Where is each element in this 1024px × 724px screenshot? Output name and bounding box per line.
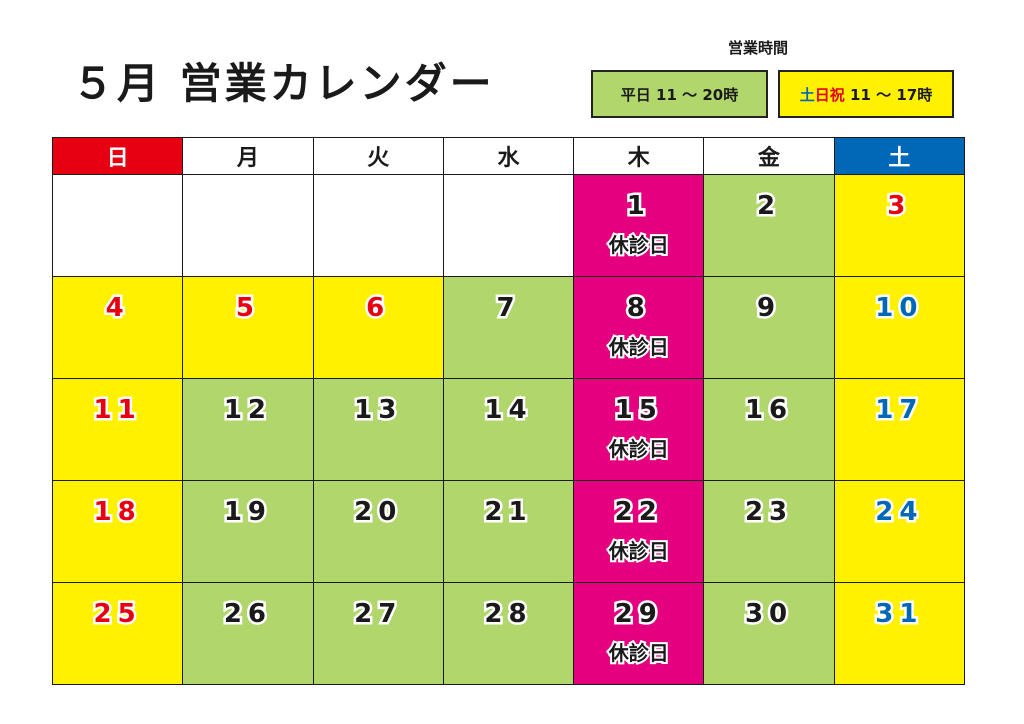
day-number: 29 [612,597,663,632]
header-saturday: 土 [833,137,966,175]
day-number: 2 [754,189,782,224]
day-number: 8 [624,291,651,326]
day-cell-21: 21 [442,480,575,583]
day-number: 17 [873,393,924,428]
header-thursday: 木 [573,137,705,175]
calendar-week-row: 1 休診日 2 3 [51,174,966,277]
day-number: 11 [91,393,142,428]
day-cell-29: 29 休診日 [573,582,705,685]
day-number: 15 [612,393,663,428]
day-number: 4 [103,291,130,326]
day-number: 23 [742,495,794,530]
day-cell-27: 27 [312,582,444,685]
calendar-table: 日 月 火 水 木 金 土 1 休診日 2 3 4 5 6 7 8 休診日 9 10 11 12 13 14 1… [51,137,966,685]
empty-day-cell [442,174,575,277]
day-cell-11: 11 [51,378,184,481]
empty-day-cell [51,174,184,277]
day-cell-6: 6 [312,276,444,379]
calendar-week-row: 18 19 20 21 22 休診日 23 24 [51,480,966,583]
closed-day-label: 休診日 [607,231,671,259]
header-monday: 月 [182,137,314,175]
day-number: 10 [873,291,924,326]
day-number: 6 [364,291,391,326]
weekday-hours-label: 平日 [620,85,651,104]
day-cell-10: 10 [833,276,966,379]
day-cell-15: 15 休診日 [573,378,705,481]
day-cell-14: 14 [442,378,575,481]
header-tuesday: 火 [312,137,444,175]
calendar-body: 1 休診日 2 3 4 5 6 7 8 休診日 9 10 11 12 13 14 15 休診日 16 17 18 19 20… [51,174,966,685]
day-number: 14 [482,393,533,428]
header-sunday: 日 [51,137,184,175]
day-cell-1: 1 休診日 [573,174,705,277]
day-number: 22 [612,495,663,530]
day-cell-24: 24 [833,480,966,583]
calendar-week-row: 25 26 27 28 29 休診日 30 31 [51,582,966,685]
day-cell-25: 25 [51,582,184,685]
closed-day-label: 休診日 [607,639,671,667]
day-number: 31 [873,597,924,632]
business-hours-heading: 営業時間 [728,39,789,57]
day-cell-2: 2 [703,174,835,277]
day-number: 30 [742,597,794,632]
day-cell-19: 19 [182,480,314,583]
day-cell-26: 26 [182,582,314,685]
day-number: 16 [742,393,794,428]
weekend-hours-time: 11 ～ 17時 [850,85,933,104]
day-cell-30: 30 [703,582,835,685]
day-cell-5: 5 [182,276,314,379]
header-friday: 金 [703,137,835,175]
day-number: 28 [482,597,533,632]
day-cell-3: 3 [833,174,966,277]
calendar-week-row: 4 5 6 7 8 休診日 9 10 [51,276,966,379]
closed-day-label: 休診日 [607,333,671,361]
day-cell-22: 22 休診日 [573,480,705,583]
day-number: 12 [221,393,273,428]
day-number: 5 [233,291,260,326]
day-cell-17: 17 [833,378,966,481]
header-wednesday: 水 [442,137,575,175]
day-number: 24 [873,495,924,530]
day-cell-13: 13 [312,378,444,481]
day-cell-7: 7 [442,276,575,379]
day-cell-20: 20 [312,480,444,583]
day-number: 20 [352,495,403,530]
day-number: 3 [885,189,912,224]
weekday-hours-box: 平日 11 ～ 20時 [591,70,768,118]
day-number: 1 [624,189,651,224]
page-title: ５月 営業カレンダー [72,59,495,108]
day-cell-28: 28 [442,582,575,685]
day-number: 9 [754,291,782,326]
day-cell-12: 12 [182,378,314,481]
closed-day-label: 休診日 [607,537,671,565]
saturday-hours-label: 土 [799,85,815,104]
empty-day-cell [182,174,314,277]
day-number: 19 [221,495,273,530]
weekday-hours-time: 11 ～ 20時 [656,85,739,104]
day-number: 26 [221,597,273,632]
day-cell-18: 18 [51,480,184,583]
calendar-header-row: 日 月 火 水 木 金 土 [51,137,966,175]
weekend-hours-box: 土日祝 11 ～ 17時 [778,70,954,118]
day-cell-16: 16 [703,378,835,481]
day-number: 18 [91,495,142,530]
day-number: 21 [482,495,533,530]
day-cell-9: 9 [703,276,835,379]
day-number: 13 [352,393,403,428]
day-number: 25 [91,597,142,632]
sunday-holiday-hours-label: 日祝 [814,85,845,104]
day-number: 7 [494,291,521,326]
day-number: 27 [352,597,403,632]
calendar-week-row: 11 12 13 14 15 休診日 16 17 [51,378,966,481]
day-cell-23: 23 [703,480,835,583]
closed-day-label: 休診日 [607,435,671,463]
day-cell-4: 4 [51,276,184,379]
empty-day-cell [312,174,444,277]
day-cell-31: 31 [833,582,966,685]
day-cell-8: 8 休診日 [573,276,705,379]
